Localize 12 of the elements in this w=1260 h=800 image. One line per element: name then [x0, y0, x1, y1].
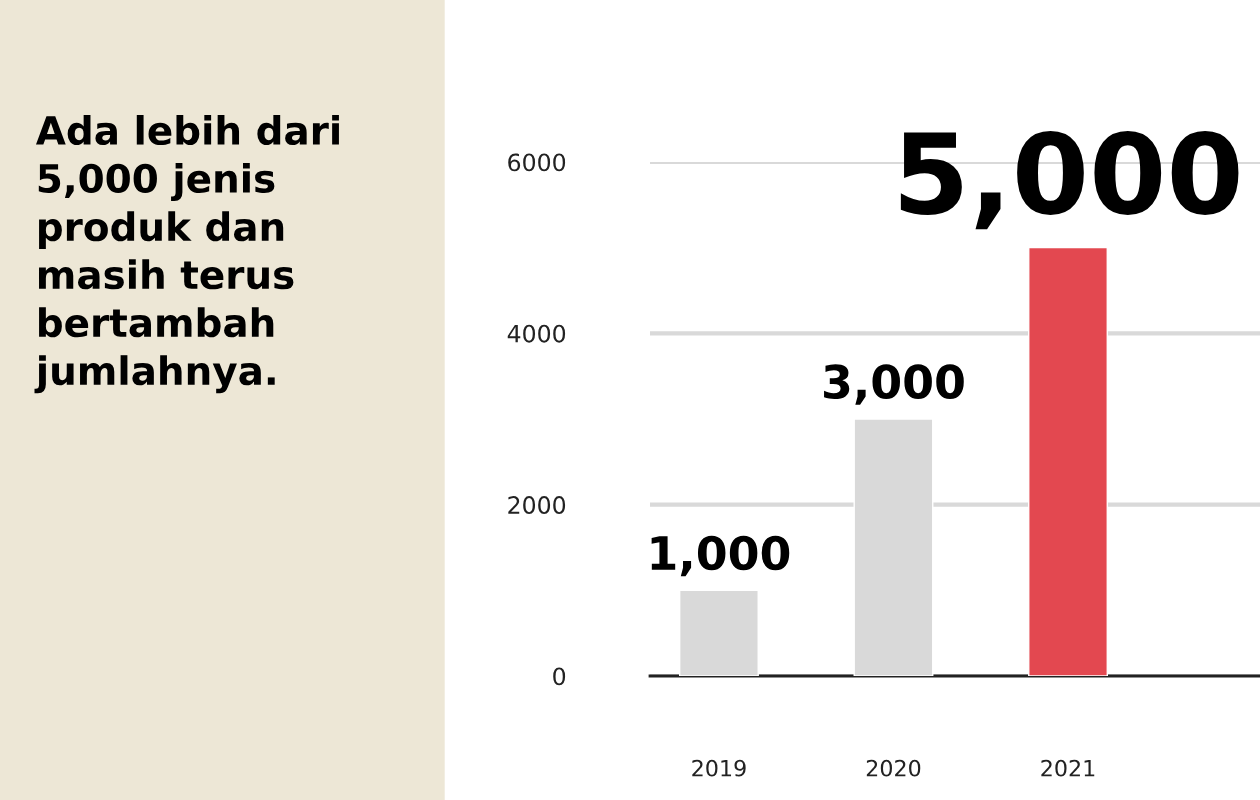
x-tick-label: 2021: [1041, 759, 1095, 777]
y-tick-label: 0: [553, 667, 566, 686]
text: Ada lebih dari 5,000 jenis produk dan masih terus bertambah jumlahnya.: [34, 115, 339, 394]
data-label: 3,000: [824, 364, 964, 405]
x-tick-label: 2020: [866, 759, 921, 777]
y-tick-label: 4000: [507, 324, 566, 343]
y-tick-label: 2000: [508, 496, 566, 514]
data-label: 1,000: [651, 535, 790, 577]
y-tick-label: 6000: [508, 153, 566, 172]
data-label: 5,000: [900, 130, 1239, 230]
x-tick-label: 2019: [692, 759, 746, 777]
bar: [1028, 246, 1108, 676]
